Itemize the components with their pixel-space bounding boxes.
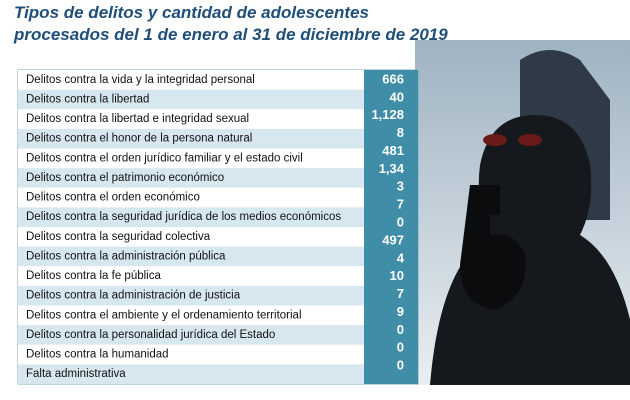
row-label: Delitos contra la personalidad jurídica … [26,329,275,341]
row-label: Delitos contra la administración de just… [26,290,241,302]
title-line: Tipos de delitos y cantidad de adolescen… [14,3,369,22]
row-label: Delitos contra la libertad e integridad … [26,113,249,125]
row-bg [18,325,364,345]
row-value: 3 [397,179,404,194]
row-label: Delitos contra la libertad [26,93,149,105]
row-bg [18,70,364,90]
row-value: 8 [397,125,404,140]
row-bg [18,168,364,188]
row-bg [18,187,364,208]
row-value: 0 [397,340,404,355]
title-line: procesados del 1 de enero al 31 de dicie… [13,25,448,44]
row-value: 0 [397,322,404,337]
row-value: 9 [397,304,404,319]
row-value: 4 [397,250,405,265]
row-label: Delitos contra la seguridad jurídica de … [26,211,341,223]
row-label: Delitos contra el patrimonio económico [26,172,224,184]
row-bg [18,207,364,227]
row-label: Delitos contra la fe pública [26,270,161,282]
row-value: 481 [382,143,404,158]
row-value: 40 [390,89,404,104]
row-bg [18,246,364,267]
row-value: 0 [397,214,404,229]
row-bg [18,227,364,247]
row-value: 497 [382,232,404,247]
row-bg [18,89,364,110]
row-label: Falta administrativa [26,368,126,380]
row-value: 7 [397,197,404,212]
row-bg [18,109,364,129]
row-label: Delitos contra la seguridad colectiva [26,231,211,243]
row-bg [18,266,364,286]
photo [415,40,630,385]
row-label: Delitos contra el orden económico [26,192,200,204]
row-label: Delitos contra la administración pública [26,250,226,262]
row-label: Delitos contra el orden jurídico familia… [26,152,303,164]
row-value: 10 [390,268,404,283]
row-value: 7 [397,286,404,301]
row-value: 1,34 [379,161,405,176]
row-value: 0 [397,358,404,373]
row-label: Delitos contra el honor de la persona na… [26,133,252,145]
row-bg [18,285,364,306]
row-label: Delitos contra la humanidad [26,349,169,361]
row-bg [18,305,364,326]
row-bg [18,364,364,384]
row-label: Delitos contra el ambiente y el ordenami… [26,309,302,321]
row-value: 666 [382,71,404,86]
row-bg [18,148,364,169]
row-bg [18,128,364,149]
row-bg [18,344,364,365]
table: Delitos contra la vida y la integridad p… [17,69,419,385]
row-value: 1,128 [371,107,404,122]
value-column [364,70,418,384]
row-label: Delitos contra la vida y la integridad p… [26,74,255,86]
